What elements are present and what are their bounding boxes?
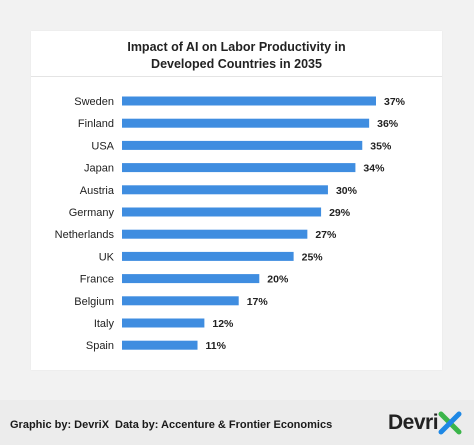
bar-uk xyxy=(122,251,294,261)
chart-title-line-2: Developed Countries in 2035 xyxy=(151,57,322,71)
value-label: 29% xyxy=(329,207,351,219)
value-label: 20% xyxy=(267,274,289,286)
logo-x-icon xyxy=(438,411,462,435)
data-credit: Data by: Accenture & Frontier Economics xyxy=(115,419,333,431)
devrix-logo: Devri xyxy=(388,408,462,438)
bar-spain xyxy=(122,340,198,350)
bar-france xyxy=(122,274,260,284)
category-label: USA xyxy=(91,140,114,152)
value-label: 27% xyxy=(315,229,337,241)
value-label: 25% xyxy=(302,251,324,263)
bar-usa xyxy=(122,140,363,150)
chart-card: Impact of AI on Labor Productivity in De… xyxy=(31,31,442,370)
category-label: Germany xyxy=(69,207,115,219)
category-label: Sweden xyxy=(74,96,114,108)
category-label: Belgium xyxy=(74,296,114,308)
bar-chart: Sweden 37% Finland 36% USA 35% Japan 34% Austria… xyxy=(55,96,406,352)
value-label: 35% xyxy=(370,140,392,152)
value-label: 37% xyxy=(384,96,406,108)
bar-netherlands xyxy=(122,229,308,239)
bar-italy xyxy=(122,318,205,328)
category-label: Finland xyxy=(78,118,114,130)
bar-germany xyxy=(122,207,322,217)
chart-title: Impact of AI on Labor Productivity in De… xyxy=(31,39,442,73)
logo-wordmark: Devri xyxy=(388,411,439,434)
title-divider xyxy=(31,76,442,77)
category-label: Netherlands xyxy=(55,229,115,241)
value-label: 17% xyxy=(247,296,269,308)
graphic-credit: Graphic by: DevriX xyxy=(10,419,110,431)
category-label: France xyxy=(80,274,114,286)
bar-austria xyxy=(122,185,328,195)
bar-sweden xyxy=(122,96,376,106)
bar-finland xyxy=(122,118,370,128)
category-label: Spain xyxy=(86,340,114,352)
category-label: UK xyxy=(99,251,115,263)
value-label: 12% xyxy=(212,318,234,330)
category-label: Italy xyxy=(94,318,115,330)
value-label: 11% xyxy=(206,340,227,352)
footer-bar xyxy=(0,400,474,445)
category-label: Japan xyxy=(84,163,114,175)
value-label: 34% xyxy=(363,163,385,175)
bar-belgium xyxy=(122,296,239,306)
chart-title-line-1: Impact of AI on Labor Productivity in xyxy=(127,40,346,54)
value-label: 30% xyxy=(336,185,358,197)
bar-japan xyxy=(122,163,356,173)
category-label: Austria xyxy=(80,185,115,197)
value-label: 36% xyxy=(377,118,399,130)
